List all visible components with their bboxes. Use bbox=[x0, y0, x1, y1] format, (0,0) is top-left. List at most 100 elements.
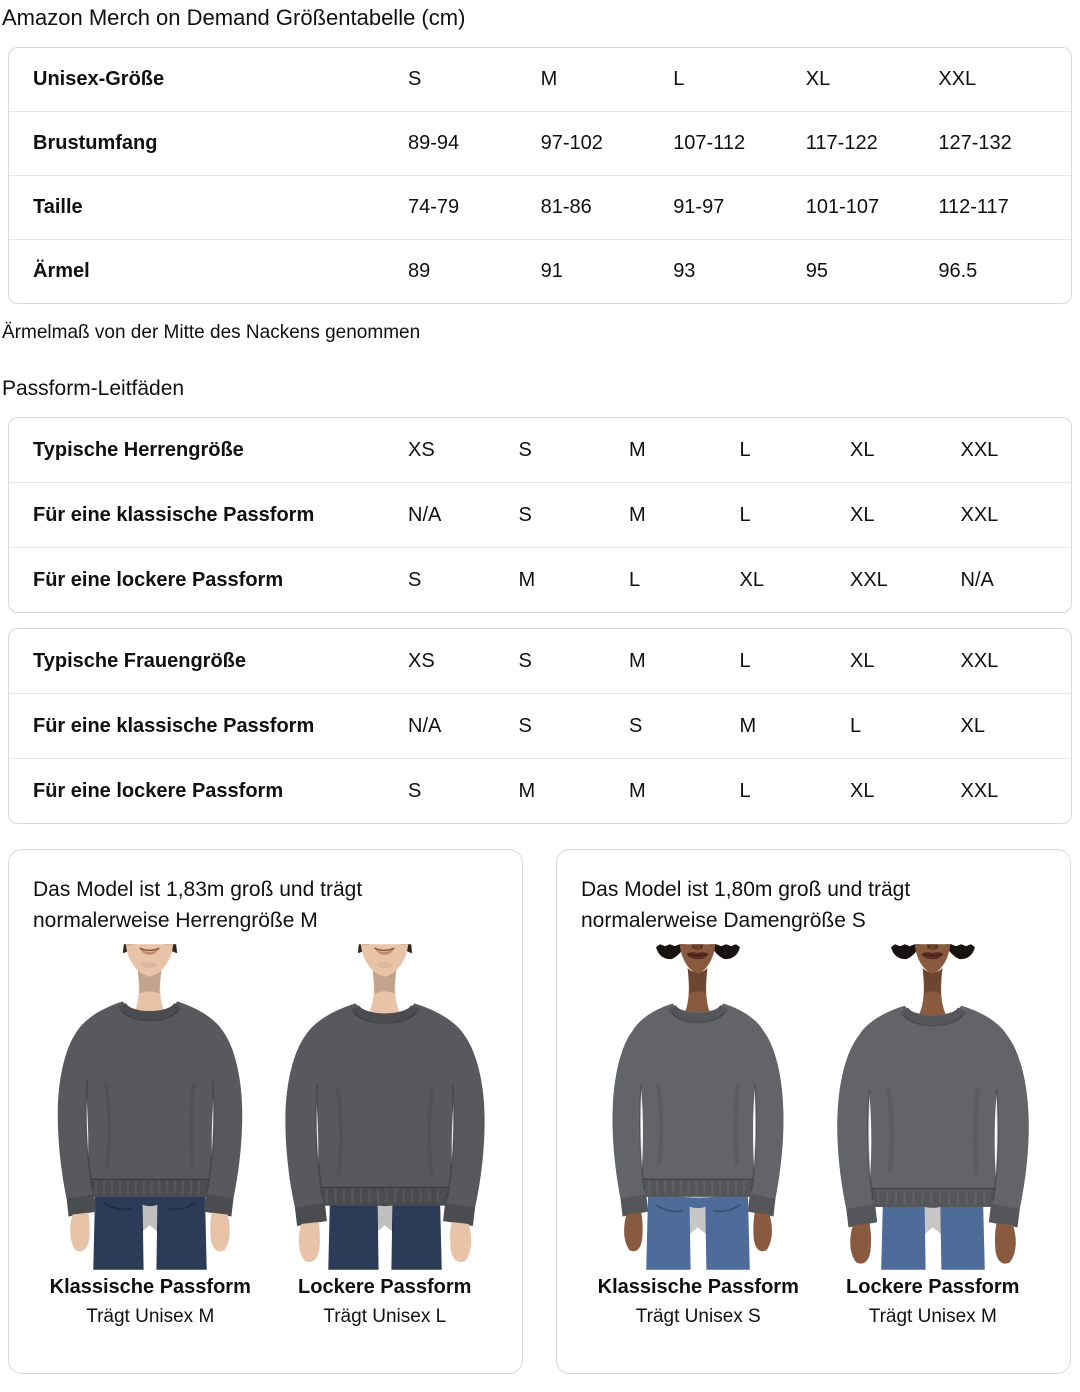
row-label: Für eine klassische Passform bbox=[9, 693, 408, 758]
female-model-loose-photo bbox=[836, 944, 1029, 1270]
model-figures: Klassische Passform Trägt Unisex M bbox=[33, 944, 502, 1329]
table-cell: 91-97 bbox=[673, 175, 806, 239]
row-label: Für eine lockere Passform bbox=[9, 547, 408, 612]
table-cell: M bbox=[629, 758, 740, 823]
table-cell: 74-79 bbox=[408, 175, 541, 239]
table-row: Für eine klassische Passform N/A S S M L… bbox=[9, 693, 1071, 758]
table-cell: XL bbox=[850, 649, 875, 672]
figure-classic-fit: Klassische Passform Trägt Unisex M bbox=[33, 944, 268, 1329]
table-cell: M bbox=[739, 693, 850, 758]
table-cell: M bbox=[518, 758, 629, 823]
table-cell: XL bbox=[850, 758, 961, 823]
table-cell: 89-94 bbox=[408, 111, 541, 175]
table-cell: L bbox=[850, 693, 961, 758]
fit-guides-heading: Passform-Leitfäden bbox=[2, 377, 185, 400]
size-chart-page: Amazon Merch on Demand Größentabelle (cm… bbox=[0, 4, 1080, 1392]
male-model-classic-photo bbox=[57, 944, 243, 1270]
row-label: Typische Herrengröße bbox=[33, 438, 244, 461]
model-cards-row: Das Model ist 1,83m groß und trägt norma… bbox=[8, 849, 1080, 1374]
table-cell: XXL bbox=[960, 649, 999, 672]
table-cell: L bbox=[629, 547, 740, 612]
table-cell: L bbox=[739, 482, 850, 547]
table-cell: S bbox=[518, 438, 532, 461]
row-label: Typische Frauengröße bbox=[33, 649, 247, 672]
model-description: Das Model ist 1,80m groß und trägt norma… bbox=[581, 878, 911, 932]
table-cell: 117-122 bbox=[805, 111, 939, 175]
size-caption: Trägt Unisex M bbox=[868, 1306, 997, 1327]
table-cell: L bbox=[673, 68, 685, 90]
table-cell: 96.5 bbox=[938, 239, 1071, 303]
table-cell: S bbox=[518, 693, 629, 758]
table-cell: M bbox=[629, 438, 646, 461]
table-row: Brustumfang 89-94 97-102 107-112 117-122… bbox=[9, 111, 1071, 175]
table-cell: XL bbox=[850, 438, 875, 461]
fit-caption: Lockere Passform bbox=[846, 1276, 1020, 1298]
size-caption: Trägt Unisex L bbox=[323, 1306, 447, 1327]
table-cell: 127-132 bbox=[938, 111, 1071, 175]
table-cell: XL bbox=[805, 68, 831, 90]
table-cell: XXL bbox=[938, 68, 977, 90]
size-caption: Trägt Unisex M bbox=[86, 1306, 215, 1327]
women-fit-table: Typische Frauengröße XS S M L XL XXL Für… bbox=[8, 628, 1072, 824]
female-model-classic-photo bbox=[612, 944, 784, 1270]
table-cell: N/A bbox=[960, 547, 1071, 612]
table-cell: L bbox=[739, 758, 850, 823]
row-label: Unisex-Größe bbox=[33, 68, 165, 90]
table-row: Für eine klassische Passform N/A S M L X… bbox=[9, 482, 1071, 547]
figure-classic-fit: Klassische Passform Trägt Unisex S bbox=[581, 944, 816, 1329]
table-cell: S bbox=[518, 649, 532, 672]
table-cell: S bbox=[518, 482, 629, 547]
table-cell: 101-107 bbox=[805, 175, 939, 239]
figure-loose-fit: Lockere Passform Trägt Unisex L bbox=[268, 944, 503, 1329]
table-cell: XL bbox=[960, 693, 1071, 758]
figure-loose-fit: Lockere Passform Trägt Unisex M bbox=[816, 944, 1051, 1329]
table-cell: M bbox=[540, 68, 558, 90]
unisex-size-table: Unisex-Größe S M L XL XXL Brustumfang 89… bbox=[8, 47, 1072, 304]
table-cell: 91 bbox=[540, 239, 674, 303]
row-label: Taille bbox=[9, 175, 408, 239]
table-cell: M bbox=[629, 649, 646, 672]
table-cell: S bbox=[408, 758, 519, 823]
table-cell: M bbox=[518, 547, 629, 612]
table-cell: 81-86 bbox=[540, 175, 674, 239]
table-cell: 97-102 bbox=[540, 111, 674, 175]
table-row: Unisex-Größe S M L XL XXL bbox=[9, 48, 1071, 111]
table-cell: N/A bbox=[408, 482, 519, 547]
male-model-card: Das Model ist 1,83m groß und trägt norma… bbox=[8, 849, 523, 1374]
fit-caption: Lockere Passform bbox=[298, 1276, 472, 1298]
table-row: Taille 74-79 81-86 91-97 101-107 112-117 bbox=[9, 175, 1071, 239]
table-cell: 89 bbox=[408, 239, 541, 303]
table-row: Ärmel 89 91 93 95 96.5 bbox=[9, 239, 1071, 303]
row-label: Für eine klassische Passform bbox=[9, 482, 408, 547]
table-cell: XL bbox=[739, 547, 850, 612]
table-cell: L bbox=[739, 438, 751, 461]
row-label: Ärmel bbox=[9, 239, 408, 303]
table-cell: L bbox=[739, 649, 751, 672]
table-cell: XXL bbox=[960, 482, 1071, 547]
table-cell: XXL bbox=[960, 438, 999, 461]
table-row: Typische Herrengröße XS S M L XL XXL bbox=[9, 418, 1071, 482]
table-cell: XXL bbox=[960, 758, 1071, 823]
sleeve-measure-note: Ärmelmaß von der Mitte des Nackens genom… bbox=[2, 322, 421, 343]
table-cell: S bbox=[408, 68, 422, 90]
model-description: Das Model ist 1,83m groß und trägt norma… bbox=[33, 878, 363, 932]
fit-caption: Klassische Passform bbox=[597, 1276, 799, 1298]
table-row: Für eine lockere Passform S M M L XL XXL bbox=[9, 758, 1071, 823]
table-row: Typische Frauengröße XS S M L XL XXL bbox=[9, 629, 1071, 693]
table-cell: S bbox=[408, 547, 519, 612]
male-model-loose-photo bbox=[285, 944, 485, 1270]
table-cell: N/A bbox=[408, 693, 519, 758]
table-cell: M bbox=[629, 482, 740, 547]
table-cell: S bbox=[629, 693, 740, 758]
table-cell: XS bbox=[408, 649, 435, 672]
table-cell: 112-117 bbox=[938, 175, 1071, 239]
table-cell: 107-112 bbox=[673, 111, 806, 175]
table-cell: XXL bbox=[850, 547, 961, 612]
size-caption: Trägt Unisex S bbox=[635, 1306, 761, 1327]
table-cell: 95 bbox=[805, 239, 939, 303]
table-cell: XS bbox=[408, 438, 435, 461]
page-title: Amazon Merch on Demand Größentabelle (cm… bbox=[2, 5, 466, 30]
table-cell: XL bbox=[850, 482, 961, 547]
model-figures: Klassische Passform Trägt Unisex S bbox=[581, 944, 1050, 1329]
table-row: Für eine lockere Passform S M L XL XXL N… bbox=[9, 547, 1071, 612]
